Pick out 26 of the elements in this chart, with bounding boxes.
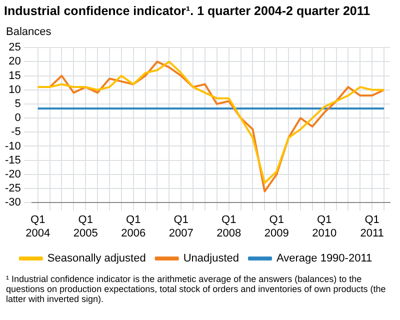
- y-tick-label: -5: [11, 126, 21, 138]
- y-tick-label: 5: [14, 98, 21, 110]
- x-tick-label: Q1 2005: [73, 214, 98, 240]
- chart-title: Industrial confidence indicator¹. 1 quarter 2004-2 quarter 2011: [3, 3, 372, 18]
- y-tick-label: 0: [14, 112, 21, 124]
- y-tick-label: 25: [8, 42, 21, 54]
- x-tick-label: Q1 2011: [360, 214, 384, 240]
- y-axis-title: Balances: [5, 25, 52, 38]
- legend-label: Seasonally adjusted: [47, 252, 146, 265]
- y-tick-label: 15: [8, 70, 21, 82]
- y-tick-label: 10: [8, 84, 21, 96]
- x-tick-label: Q1 2004: [26, 214, 50, 240]
- y-tick-label: -30: [4, 196, 21, 209]
- legend-label: Average 1990-2011: [276, 252, 372, 265]
- x-tick-label: Q1 2007: [168, 214, 194, 240]
- x-tick-label: Q1 2008: [216, 214, 242, 240]
- x-tick-label: Q1 2006: [121, 214, 146, 240]
- y-tick-label: -10: [4, 140, 21, 152]
- text: ¹ Industrial confidence indicator is the arithmetic average of the answers (balances) to the questions on production expectations, total stock of orders and inventories of own products (the latter with inverted sign).: [5, 274, 387, 304]
- y-tick-label: -25: [4, 182, 21, 195]
- y-tick-label: -20: [4, 168, 21, 180]
- x-tick-label: Q1 2010: [312, 214, 337, 240]
- y-tick-label: 20: [8, 56, 21, 68]
- legend-label: Unadjusted: [183, 252, 239, 265]
- x-tick-label: Q1 2009: [264, 214, 289, 240]
- y-tick-label: -15: [4, 154, 21, 166]
